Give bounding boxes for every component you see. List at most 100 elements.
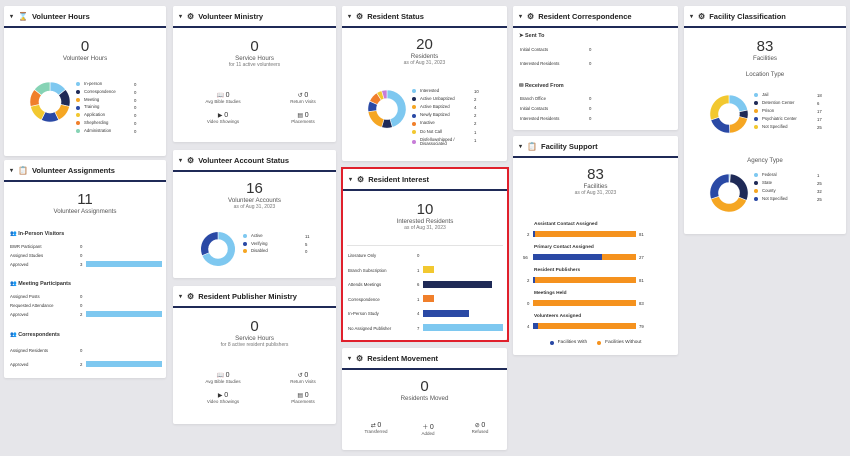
interest-bar-label: Attends Meetings	[348, 282, 382, 287]
resident-interest-header[interactable]: ▾ ⚙ Resident Interest	[343, 169, 507, 191]
donut-slice-administration[interactable]	[33, 81, 51, 96]
donut-slice-county[interactable]	[710, 195, 747, 213]
legend-item: Newly Baptized	[412, 113, 468, 118]
chevron-down-icon[interactable]: ▾	[10, 167, 14, 174]
people-icon: 👥	[10, 231, 19, 237]
donut-slice-not-specified[interactable]	[709, 173, 730, 200]
book-icon: 📖	[216, 93, 226, 99]
volunteer-ministry-header[interactable]: ▾ ⚙ Volunteer Ministry	[173, 6, 336, 28]
assignment-bar	[86, 311, 162, 317]
chevron-down-icon[interactable]: ▾	[10, 13, 14, 20]
legend-value: 0	[134, 105, 137, 111]
correspondence-row-value: 0	[589, 61, 592, 66]
ministry-stat-value: 📖 0	[193, 92, 253, 99]
assignment-row-label: Requested Attendance	[10, 303, 54, 308]
ministry-stat-label: Return Visits	[290, 379, 316, 384]
ministry-stat-number: 0	[225, 92, 230, 99]
legend-value: 25	[817, 125, 822, 130]
interest-bar-label: Literature Only	[348, 253, 377, 258]
correspondence-row-label: Interested Residents	[520, 61, 560, 66]
facility-bar-without[interactable]	[535, 231, 636, 237]
hourglass-icon: ⌛	[18, 11, 28, 21]
chevron-down-icon[interactable]: ▾	[348, 355, 352, 362]
chevron-down-icon[interactable]: ▾	[179, 13, 183, 20]
interest-bar[interactable]	[423, 295, 435, 302]
facility-bar-without[interactable]	[533, 300, 636, 306]
facility-bar-with[interactable]	[533, 231, 536, 237]
donut-slice-prison[interactable]	[729, 116, 748, 134]
resident-movement-header[interactable]: ▾ ⚙ Resident Movement	[342, 348, 507, 370]
interest-bar[interactable]	[423, 266, 435, 273]
legend-dot	[754, 109, 758, 114]
donut-slice-jail[interactable]	[728, 94, 749, 113]
interest-bar[interactable]	[423, 324, 503, 331]
ministry-stat-number: 0	[304, 392, 309, 399]
legend-dot	[76, 129, 80, 134]
interest-icon: ⚙	[357, 174, 365, 184]
facility-bar-with[interactable]	[533, 323, 538, 329]
people-icon: 👥	[10, 281, 19, 287]
interest-bar[interactable]	[423, 280, 492, 288]
facility-support-card: ▾ 📋 Facility Support 83 Facilities as of A…	[513, 136, 678, 355]
interest-bar[interactable]	[423, 309, 469, 317]
donut-slice-verifying[interactable]	[200, 231, 219, 256]
chevron-down-icon[interactable]: ▾	[348, 13, 352, 20]
legend-dot	[76, 105, 80, 110]
chevron-down-icon[interactable]: ▾	[690, 13, 694, 20]
ministry-stat: ▤ 0 Placements	[273, 112, 333, 124]
chevron-down-icon[interactable]: ▾	[349, 176, 353, 183]
legend-item: Training	[76, 105, 126, 110]
resident-publisher-ministry-header[interactable]: ▾ ⚙ Resident Publisher Ministry	[173, 286, 336, 308]
donut-slice-active[interactable]	[201, 231, 236, 267]
volunteer-account-status-header[interactable]: ▾ ⚙ Volunteer Account Status	[173, 150, 336, 172]
legend-item: Psychiatric Center	[754, 116, 810, 122]
legend-value: 11	[305, 234, 310, 239]
legend-dot	[76, 82, 80, 87]
facility-bar-without[interactable]	[535, 277, 636, 283]
legend-value: 1	[817, 173, 820, 178]
volunteer-hours-donut	[29, 81, 71, 123]
chevron-down-icon[interactable]: ▾	[519, 143, 523, 150]
legend-item: Active Baptized	[412, 105, 468, 110]
donut-slice-not-specified[interactable]	[709, 94, 730, 121]
facility-bar-without[interactable]	[602, 254, 636, 260]
legend-dot	[754, 117, 758, 122]
legend-label: Disfellowshipped / Disassociated	[420, 136, 455, 147]
volunteer-assignments-header[interactable]: ▾ 📋 Volunteer Assignments	[4, 160, 166, 182]
facility-support-header[interactable]: ▾ 📋 Facility Support	[513, 136, 678, 158]
facility-bar-without-value: 27	[639, 255, 644, 260]
facility-support-sublabel: as of Aug 31, 2023	[574, 190, 617, 196]
facility-support-value: 83	[587, 166, 604, 183]
facility-bar-with[interactable]	[533, 254, 603, 260]
resident-status-header[interactable]: ▾ ⚙ Resident Status	[342, 6, 507, 28]
legend-label: Not Specified	[762, 196, 788, 201]
facility-classification-header[interactable]: ▾ ⚙ Facility Classification	[684, 6, 846, 28]
volunteer-hours-header[interactable]: ▾ ⌛ Volunteer Hours	[4, 6, 166, 28]
legend-value: 2	[474, 121, 477, 127]
movement-stat-label: Transferred	[364, 429, 388, 434]
legend-value: 0	[305, 249, 308, 254]
facility-bar-without[interactable]	[537, 323, 636, 329]
legend-label: Interested	[420, 88, 440, 93]
facility-bar-with-value: 4	[527, 324, 530, 329]
volunteer-ministry-label: Service Hours	[235, 55, 274, 62]
legend-item: Prison	[754, 108, 810, 114]
chevron-down-icon[interactable]: ▾	[179, 293, 183, 300]
ministry-stat-value: ↺ 0	[273, 92, 333, 99]
volunteer-ministry-value: 0	[250, 38, 259, 55]
donut-slice-psychiatric-center[interactable]	[710, 116, 731, 134]
donut-slice-disfellowshipped-disassociated[interactable]	[381, 89, 388, 100]
ministry-stat-number: 0	[224, 112, 229, 119]
donut-slice-state[interactable]	[729, 173, 749, 201]
received-from-title: ✉ Received From	[519, 83, 564, 89]
resident-correspondence-header[interactable]: ▾ ⚙ Resident Correspondence	[513, 6, 678, 28]
facility-bar-with[interactable]	[533, 277, 536, 283]
chevron-down-icon[interactable]: ▾	[179, 157, 183, 164]
legend-label: In-person	[84, 81, 103, 86]
legend-value: 0	[134, 82, 137, 87]
chevron-down-icon[interactable]: ▾	[519, 13, 523, 20]
legend-value: 25	[817, 181, 822, 186]
donut-slice-active-baptized[interactable]	[367, 110, 385, 128]
movement-icon: ⚙	[356, 353, 364, 363]
ministry-stat-number: 0	[304, 112, 309, 119]
